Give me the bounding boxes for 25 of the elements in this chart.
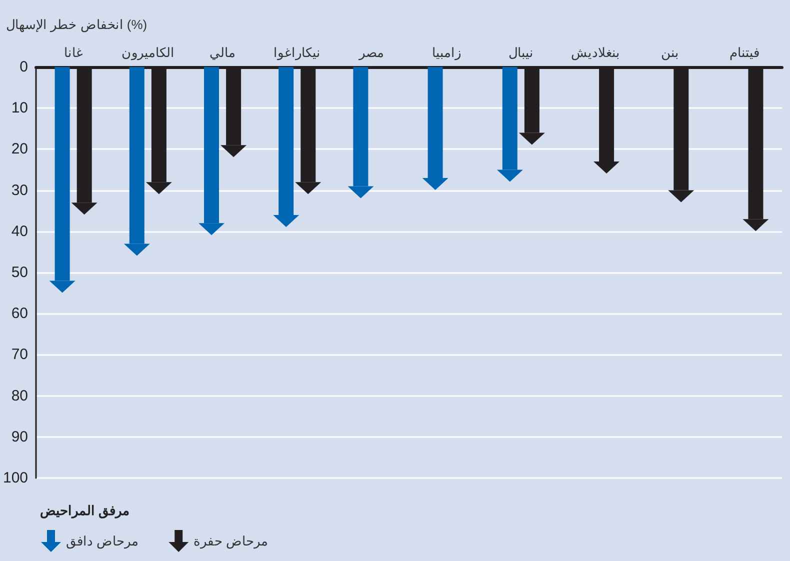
legend-label: مرحاض حفرة xyxy=(194,534,268,550)
y-tick-label: 40 xyxy=(11,222,28,240)
y-tick-label: 80 xyxy=(11,387,28,404)
y-tick-label: 20 xyxy=(11,140,28,158)
x-tick-label: مالي xyxy=(210,45,236,60)
x-tick-label: نيكاراغوا xyxy=(274,45,321,61)
y-tick-label: 0 xyxy=(20,58,28,76)
y-tick-label: 100 xyxy=(2,470,28,486)
y-tick-label: 10 xyxy=(11,100,28,117)
y-tick-label: 90 xyxy=(11,428,28,446)
legend-label: مرحاض دافق xyxy=(66,534,139,550)
x-tick-label: نيبال xyxy=(508,45,534,60)
legend-title: مرفق المراحيض xyxy=(40,503,130,519)
y-tick-label: 50 xyxy=(11,264,28,281)
y-tick-label: 30 xyxy=(11,182,28,199)
x-tick-label: زامبيا xyxy=(432,45,461,61)
y-axis-title: انخفاض خطر الإسهال (%) xyxy=(6,17,148,33)
x-tick-label: مصر xyxy=(358,45,384,61)
x-tick-label: بنن xyxy=(661,45,680,61)
y-tick-label: 60 xyxy=(11,305,28,322)
y-tick-label: 70 xyxy=(11,346,28,364)
x-tick-label: فيتنام xyxy=(730,45,760,61)
x-tick-label: غانا xyxy=(64,45,83,60)
x-tick-label: الكاميرون xyxy=(121,45,174,61)
x-tick-label: بنغلاديش xyxy=(571,45,620,61)
